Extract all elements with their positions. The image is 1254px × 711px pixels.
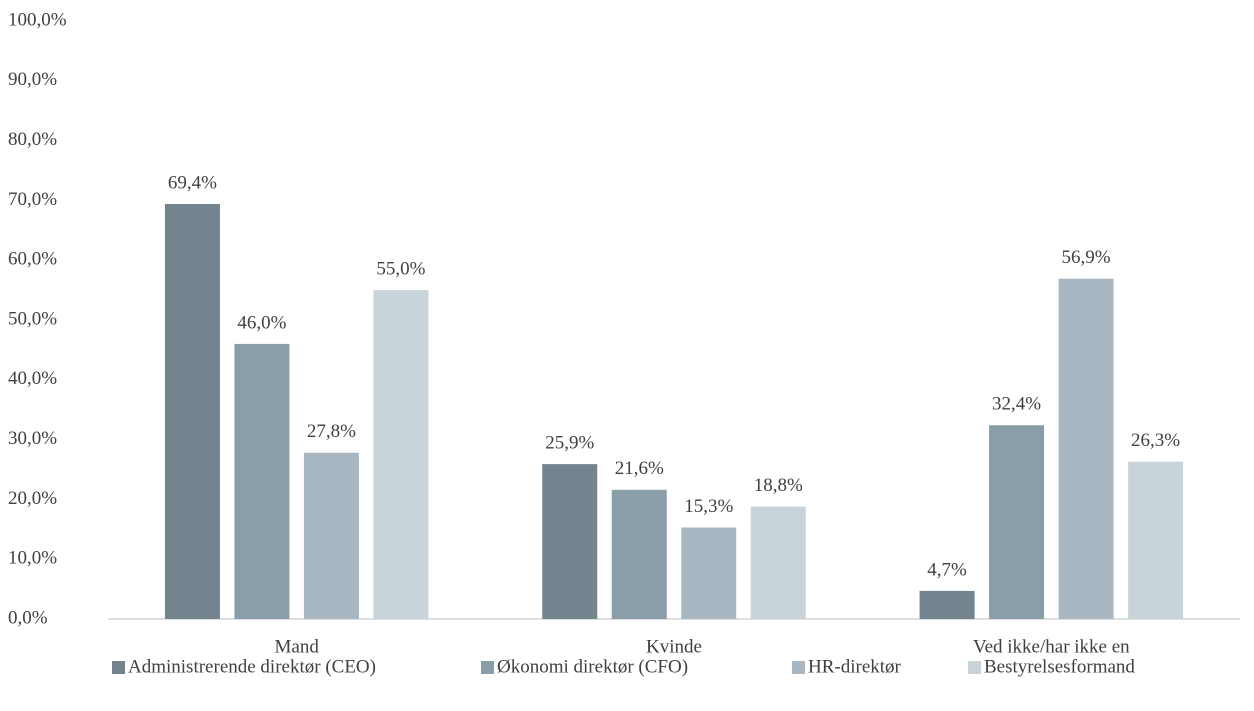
value-label: 15,3% <box>684 496 733 517</box>
bar <box>1058 278 1114 619</box>
y-tick-label: 70,0% <box>8 189 57 210</box>
bar <box>373 290 429 619</box>
x-tick-label: Ved ikke/har ikke en <box>973 636 1130 657</box>
legend-swatch <box>792 661 805 674</box>
value-label: 69,4% <box>168 172 217 193</box>
legend-label: HR-direktør <box>808 656 902 677</box>
y-tick-label: 60,0% <box>8 249 57 270</box>
value-label: 18,8% <box>754 475 803 496</box>
x-tick-label: Kvinde <box>646 636 702 657</box>
bar <box>303 452 359 619</box>
value-label: 4,7% <box>927 559 967 580</box>
value-label: 26,3% <box>1131 430 1180 451</box>
legend-swatch <box>112 661 125 674</box>
y-tick-label: 100,0% <box>8 9 67 30</box>
value-label: 27,8% <box>307 421 356 442</box>
value-label: 25,9% <box>545 432 594 453</box>
bar <box>611 489 667 619</box>
value-label: 21,6% <box>615 458 664 479</box>
value-label: 46,0% <box>237 312 286 333</box>
bar <box>164 203 220 619</box>
y-tick-label: 0,0% <box>8 607 48 628</box>
y-tick-label: 30,0% <box>8 428 57 449</box>
y-tick-label: 50,0% <box>8 308 57 329</box>
legend-swatch <box>968 661 981 674</box>
bar <box>989 425 1045 619</box>
legend-label: Bestyrelsesformand <box>984 656 1135 677</box>
y-tick-label: 90,0% <box>8 69 57 90</box>
y-tick-label: 20,0% <box>8 488 57 509</box>
bar <box>234 343 290 619</box>
legend-label: Økonomi direktør (CFO) <box>497 656 688 677</box>
bar <box>1128 461 1184 619</box>
y-tick-label: 40,0% <box>8 368 57 389</box>
legend-label: Administrerende direktør (CEO) <box>128 656 376 677</box>
y-tick-label: 80,0% <box>8 129 57 150</box>
bar <box>681 527 737 619</box>
value-label: 32,4% <box>992 394 1041 415</box>
bar <box>919 590 975 619</box>
value-label: 56,9% <box>1062 247 1111 268</box>
legend-swatch <box>481 661 494 674</box>
bar <box>750 506 806 619</box>
x-tick-label: Mand <box>275 636 320 657</box>
y-tick-label: 10,0% <box>8 548 57 569</box>
bar <box>542 464 598 619</box>
value-label: 55,0% <box>376 258 425 279</box>
